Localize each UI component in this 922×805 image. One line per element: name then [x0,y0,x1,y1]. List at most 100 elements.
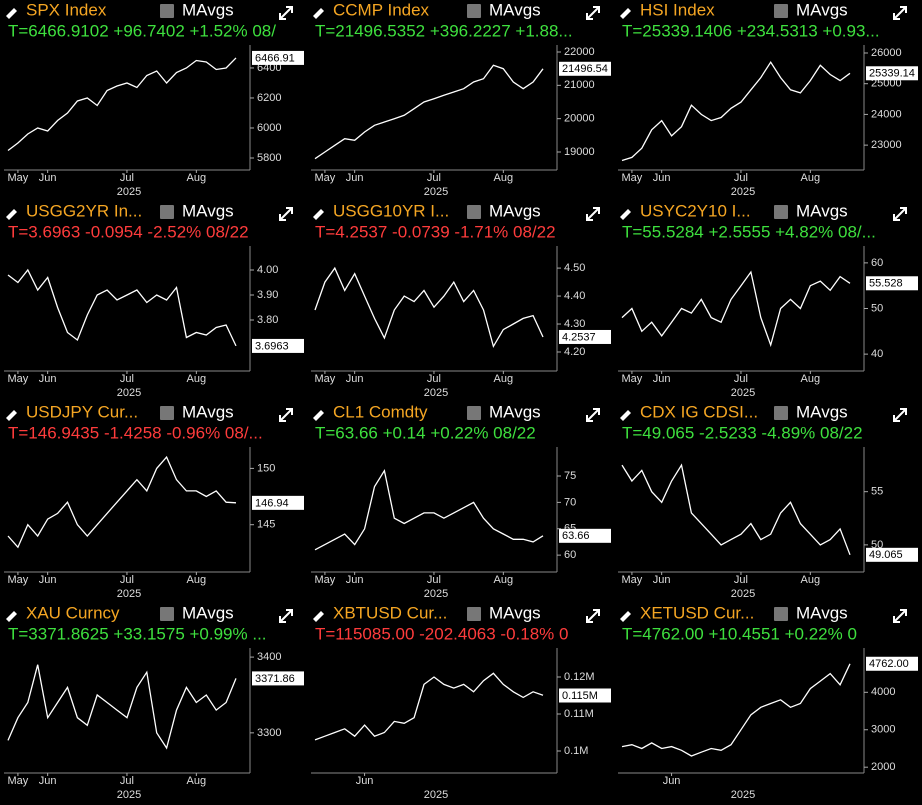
toggle-checkbox[interactable] [160,607,174,621]
last-value-box [559,329,611,344]
expand-icon[interactable] [893,6,907,20]
price-line [314,64,544,160]
x-tick-label: May [622,172,643,184]
last-value-label: 6466.91 [255,52,295,64]
expand-icon[interactable] [893,609,907,623]
x-axis-label: 2025 [117,186,141,198]
y-tick-label: 0.11M [564,708,594,720]
y-tick-label: 24000 [871,108,902,120]
price-line [7,268,237,347]
toggle-label[interactable]: MAvgs [489,201,541,220]
toggle-label[interactable]: MAvgs [796,402,848,421]
expand-icon[interactable] [586,207,600,221]
y-tick-label: 145 [257,519,275,531]
price-line [7,455,237,549]
expand-icon[interactable] [279,207,293,221]
toggle-checkbox[interactable] [774,4,788,18]
y-tick-label: 60 [564,549,576,561]
expand-icon[interactable] [279,6,293,20]
expand-icon[interactable] [586,609,600,623]
toggle-label[interactable]: MAvgs [182,603,234,622]
x-tick-label: Aug [801,574,821,586]
edit-icon [6,209,17,220]
toggle-checkbox[interactable] [774,607,788,621]
x-axis-label: 2025 [731,186,755,198]
toggle-checkbox[interactable] [467,205,481,219]
y-tick-label: 0.1M [564,745,588,757]
toggle-label[interactable]: MAvgs [182,201,234,220]
toggle-label[interactable]: MAvgs [182,0,234,19]
status-line: T=6466.9102 +96.7402 +1.52% 08/ [8,21,276,40]
toggle-label[interactable]: MAvgs [489,0,541,19]
y-tick-label: 22000 [564,46,595,58]
x-tick-label: Aug [494,172,514,184]
x-tick-label: Jul [120,373,134,385]
toggle-label[interactable]: MAvgs [489,402,541,421]
edit-icon [620,611,631,622]
toggle-label[interactable]: MAvgs [182,402,234,421]
x-tick-label: May [622,373,643,385]
toggle-checkbox[interactable] [467,406,481,420]
toggle-label[interactable]: MAvgs [796,0,848,19]
x-tick-label: Aug [187,574,207,586]
y-tick-label: 4.00 [257,264,278,276]
chart-panel: CDX IG CDSI... MAvgs T=49.065 -2.5233 -4.8… [618,402,918,600]
expand-icon[interactable] [279,609,293,623]
x-tick-label: Aug [187,373,207,385]
y-tick-label: 4.30 [564,318,585,330]
x-tick-label: Jun [346,373,364,385]
chart-title: CCMP Index [333,0,430,19]
y-tick-label: 3300 [257,727,281,739]
x-tick-label: May [315,172,336,184]
toggle-label[interactable]: MAvgs [489,603,541,622]
expand-icon[interactable] [586,408,600,422]
price-line [621,463,851,556]
status-line: T=4.2537 -0.0739 -1.71% 08/22 [315,222,556,241]
expand-icon[interactable] [279,408,293,422]
toggle-checkbox[interactable] [467,4,481,18]
toggle-checkbox[interactable] [160,406,174,420]
toggle-checkbox[interactable] [774,205,788,219]
toggle-label[interactable]: MAvgs [796,201,848,220]
price-line [314,266,544,349]
y-tick-label: 23000 [871,139,902,151]
x-tick-label: Jul [734,172,748,184]
toggle-label[interactable]: MAvgs [796,603,848,622]
y-tick-label: 6000 [257,122,281,134]
chart-title: HSI Index [640,0,715,19]
x-tick-label: Jun [39,373,57,385]
y-tick-label: 4.50 [564,262,585,274]
last-value-label: 55.528 [869,278,903,290]
y-tick-label: 40 [871,348,883,360]
y-tick-label: 5800 [257,152,281,164]
toggle-checkbox[interactable] [774,406,788,420]
x-tick-label: Jun [39,172,57,184]
chart-panel: CL1 Comdty MAvgs T=63.66 +0.14 +0.22% 08/2… [311,402,611,600]
toggle-checkbox[interactable] [467,607,481,621]
x-axis-label: 2025 [731,588,755,600]
chart-title: USYC2Y10 I... [640,201,751,220]
last-value-label: 21496.54 [562,63,608,75]
chart-title: USGG10YR I... [333,201,449,220]
x-tick-label: Aug [494,373,514,385]
x-tick-label: Jun [653,172,671,184]
edit-icon [313,410,324,421]
last-value-label: 146.94 [255,497,289,509]
status-line: T=4762.00 +10.4551 +0.22% 0 [622,624,857,643]
last-value-label: 25339.14 [869,68,915,80]
price-line [621,270,851,348]
last-value-label: 3.6963 [255,340,289,352]
toggle-checkbox[interactable] [160,205,174,219]
toggle-checkbox[interactable] [160,4,174,18]
expand-icon[interactable] [893,408,907,422]
expand-icon[interactable] [586,6,600,20]
chart-panel: USDJPY Cur... MAvgs T=146.9435 -1.4258 -0.… [4,402,304,600]
expand-icon[interactable] [893,207,907,221]
x-tick-label: May [315,373,336,385]
x-tick-label: Jun [39,574,57,586]
last-value-box [559,61,611,76]
chart-title: XETUSD Cur... [640,603,754,622]
edit-icon [313,209,324,220]
x-tick-label: Jun [653,574,671,586]
